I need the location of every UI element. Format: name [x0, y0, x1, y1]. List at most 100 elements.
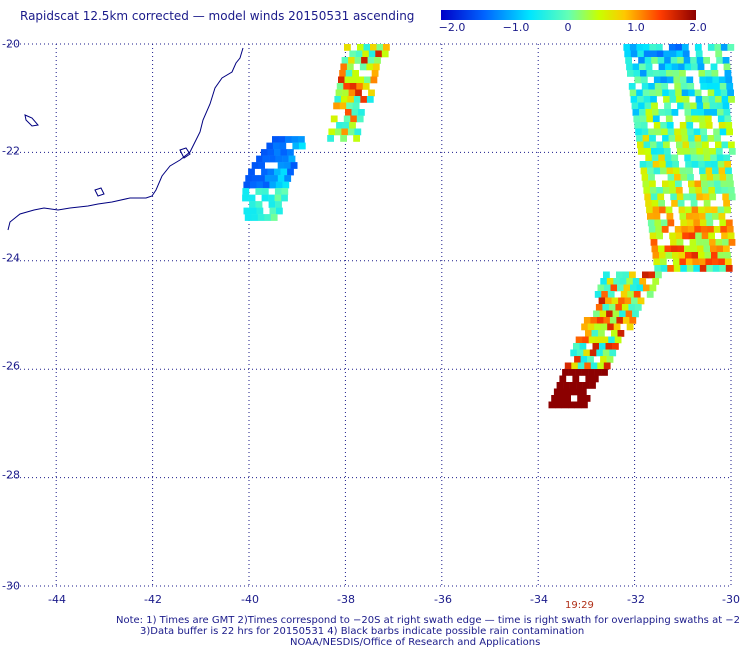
wind-cell	[649, 232, 657, 240]
wind-cell	[710, 63, 718, 71]
wind-cell	[280, 168, 288, 176]
wind-cell	[622, 317, 630, 324]
wind-cell	[633, 70, 641, 77]
lon-label: -34	[530, 593, 548, 606]
wind-cell	[357, 76, 365, 84]
wind-cell	[668, 180, 676, 188]
wind-cell	[716, 102, 723, 110]
wind-cell	[368, 50, 376, 58]
lon-label: -30	[722, 593, 740, 606]
wind-cell	[724, 161, 731, 168]
wind-cell	[574, 356, 581, 363]
wind-cell	[694, 89, 702, 97]
wind-cell	[720, 180, 728, 188]
wind-cell	[625, 310, 633, 318]
wind-cell	[665, 206, 673, 214]
wind-cell	[688, 135, 695, 142]
wind-cell	[261, 168, 268, 176]
wind-cell	[267, 168, 275, 176]
wind-cell	[600, 323, 608, 331]
wind-cell	[591, 330, 599, 337]
wind-cell	[287, 149, 294, 156]
wind-cell	[668, 44, 676, 51]
wind-cell	[666, 70, 673, 77]
wind-cell	[658, 154, 666, 162]
wind-cell	[582, 336, 589, 344]
wind-cell	[632, 63, 640, 71]
wind-cell	[663, 50, 671, 58]
wind-cell	[694, 180, 702, 188]
wind-cell	[689, 239, 697, 246]
wind-cell	[251, 214, 259, 221]
wind-cell	[669, 96, 677, 103]
lon-label: -32	[627, 593, 645, 606]
wind-cell	[368, 89, 375, 97]
wind-cell	[655, 44, 663, 51]
coastline-island-2	[179, 147, 191, 159]
wind-cell	[341, 128, 349, 136]
wind-cell	[637, 50, 645, 58]
wind-cell	[657, 148, 665, 155]
wind-cell	[686, 122, 694, 129]
wind-cell	[344, 76, 352, 84]
wind-cell	[711, 258, 719, 266]
wind-cell	[640, 70, 647, 77]
wind-cell	[632, 310, 639, 318]
wind-cell	[659, 206, 666, 214]
wind-cell	[708, 232, 715, 240]
wind-cell	[693, 219, 701, 227]
wind-cell	[722, 57, 730, 64]
wind-cell	[613, 278, 621, 285]
wind-cell	[678, 63, 685, 71]
wind-cell	[580, 356, 588, 363]
wind-cell	[330, 115, 338, 123]
wind-cell	[664, 154, 672, 162]
wind-cell	[645, 63, 653, 71]
wind-cell	[686, 265, 694, 272]
wind-cell	[674, 128, 681, 136]
wind-cell	[639, 63, 646, 71]
wind-cell	[679, 213, 687, 220]
wind-cell	[281, 188, 289, 195]
wind-cell	[360, 96, 368, 103]
colorbar-tick: −2.0	[438, 21, 466, 34]
wind-cell	[653, 122, 661, 129]
wind-cell	[715, 50, 723, 58]
wind-cell	[640, 76, 648, 84]
wind-cell	[343, 115, 351, 123]
wind-cell	[361, 57, 368, 64]
lat-label: -24	[2, 251, 20, 265]
wind-cell	[681, 89, 689, 97]
wind-cell	[243, 207, 251, 215]
wind-cell	[282, 181, 290, 189]
wind-cell	[727, 44, 735, 51]
wind-cell	[638, 102, 645, 110]
wind-cell	[726, 226, 734, 233]
wind-cell	[353, 96, 361, 103]
wind-cell	[647, 167, 654, 175]
wind-cell	[718, 213, 726, 220]
wind-cell	[702, 239, 710, 246]
wind-cell	[699, 76, 707, 84]
wind-cell	[352, 70, 359, 77]
wind-cell	[248, 194, 256, 202]
wind-cell	[609, 349, 617, 357]
wind-cell	[675, 44, 683, 51]
wind-cell	[619, 278, 627, 285]
wind-cell	[721, 141, 729, 149]
wind-cell	[723, 109, 731, 116]
wind-cell	[639, 161, 647, 168]
wind-cell	[704, 109, 711, 116]
wind-cell	[363, 44, 371, 51]
wind-cell	[727, 180, 734, 188]
wind-cell	[611, 297, 619, 305]
wind-cell	[696, 102, 704, 110]
wind-cell	[724, 115, 732, 123]
wind-cell	[716, 245, 724, 253]
wind-cell	[258, 162, 265, 169]
wind-cell	[698, 206, 705, 214]
wind-cell	[715, 96, 722, 103]
wind-cell	[645, 154, 653, 162]
wind-cell	[277, 175, 285, 182]
